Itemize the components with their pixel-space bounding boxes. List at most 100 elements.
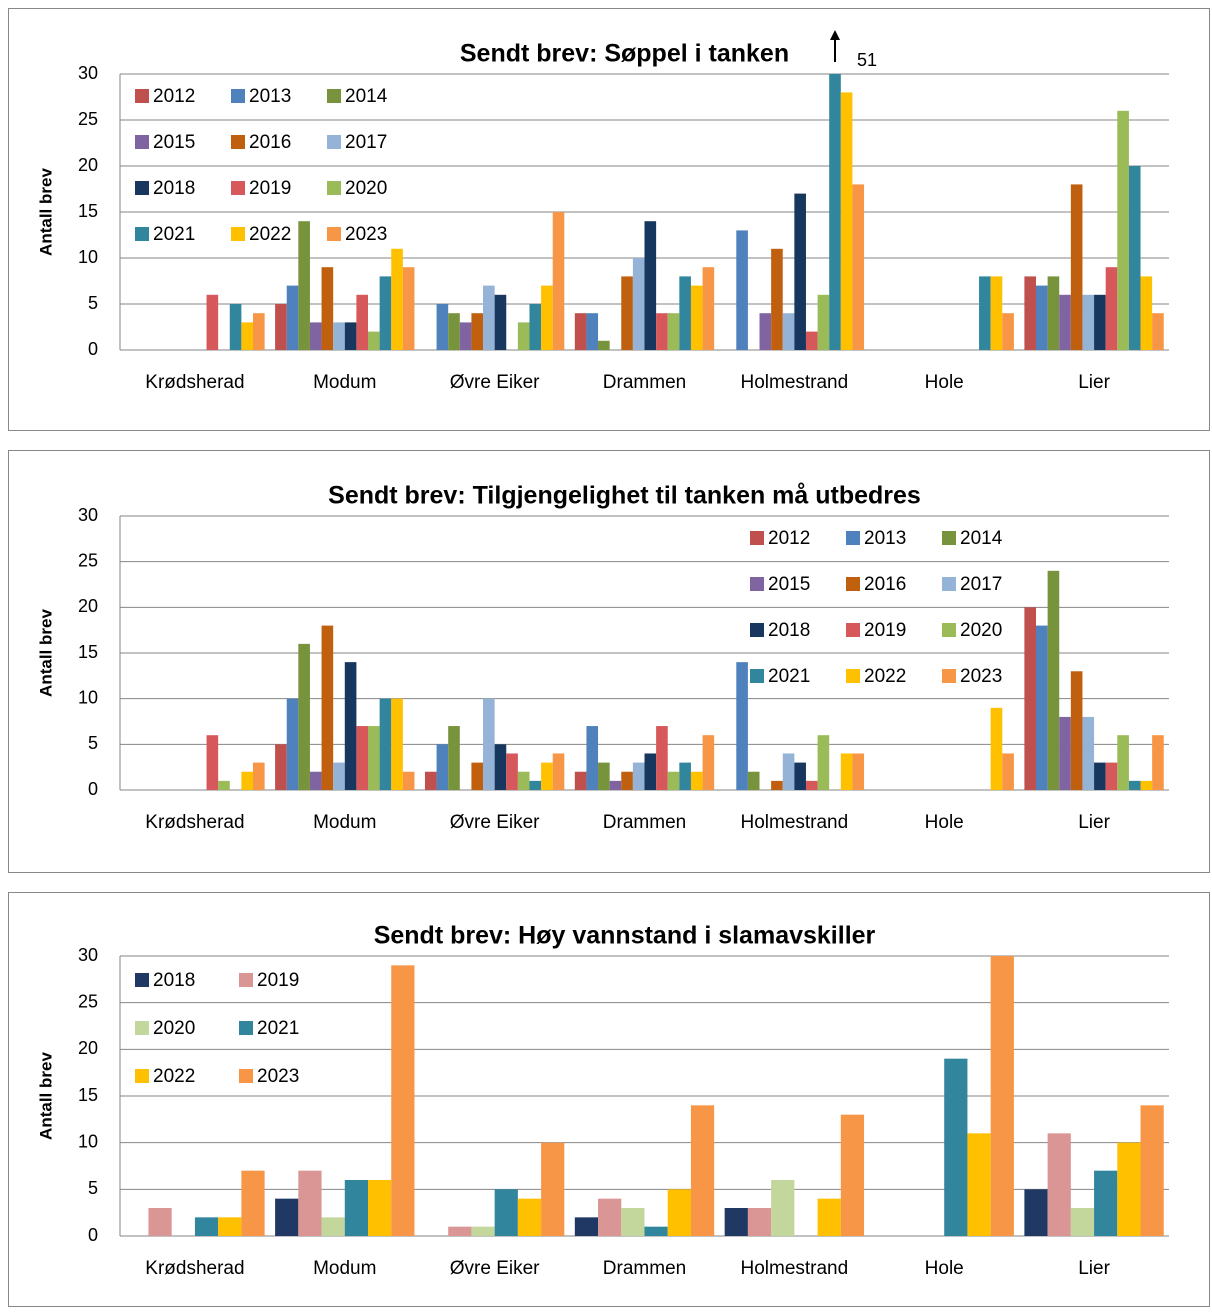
chart-panel: 0 5 10 15 20 25 30 Sendt brev: Tilgjengelighet …	[8, 450, 1210, 873]
x-tick-label: Krødsherad	[145, 1258, 244, 1279]
x-tick-label: Lier	[1078, 372, 1110, 393]
legend-label: 2020	[153, 1018, 195, 1039]
bar	[747, 771, 760, 790]
bar	[436, 744, 449, 790]
bar	[448, 313, 460, 350]
bar	[690, 1105, 715, 1236]
bar	[1002, 753, 1014, 790]
bar	[574, 771, 587, 790]
bar	[840, 1114, 865, 1236]
y-tick-label: 30	[78, 945, 98, 965]
legend-label: 2021	[257, 1018, 299, 1039]
bar	[424, 771, 437, 790]
legend-swatch	[750, 623, 764, 637]
bar	[598, 762, 610, 790]
chart-border	[8, 892, 1210, 1307]
bar	[840, 92, 853, 350]
bar	[656, 726, 668, 790]
bar	[1105, 762, 1118, 790]
bar	[598, 340, 610, 350]
bar	[690, 285, 703, 350]
legend-swatch	[327, 181, 341, 195]
bar	[690, 771, 703, 790]
legend-label: 2012	[768, 528, 810, 549]
bar	[656, 313, 668, 350]
x-tick-label: Lier	[1078, 812, 1110, 833]
bar	[1140, 1105, 1164, 1236]
bar	[621, 276, 633, 350]
legend-label: 2014	[345, 86, 388, 107]
bar	[471, 1226, 495, 1236]
bar	[494, 744, 507, 790]
bar	[852, 184, 865, 350]
x-tick-label: Modum	[313, 372, 376, 393]
bar	[1140, 276, 1153, 350]
bar	[241, 322, 253, 350]
bar	[794, 193, 806, 350]
legend-label: 2022	[153, 1066, 195, 1087]
bar	[229, 304, 242, 350]
bar	[817, 735, 830, 790]
bar	[275, 1198, 299, 1236]
bar	[529, 304, 542, 350]
bar	[333, 322, 345, 350]
legend-label: 2012	[153, 86, 195, 107]
bar	[1070, 1208, 1095, 1236]
x-tick-label: Holmestrand	[740, 812, 848, 833]
y-tick-label: 20	[78, 596, 98, 616]
legend-swatch	[135, 89, 149, 103]
x-tick-label: Holmestrand	[740, 372, 848, 393]
bar	[368, 331, 380, 350]
bar	[736, 230, 748, 350]
bar	[990, 276, 1003, 350]
legend-swatch	[846, 623, 860, 637]
y-tick-label: 20	[78, 1038, 98, 1058]
legend-label: 2021	[153, 224, 195, 245]
bar	[517, 771, 530, 790]
legend-label: 2019	[864, 620, 906, 641]
bar	[574, 1217, 599, 1236]
legend-label: 2014	[960, 528, 1003, 549]
bar	[759, 313, 772, 350]
bar	[621, 1208, 645, 1236]
bar	[459, 322, 472, 350]
bar	[1140, 780, 1153, 790]
bar	[218, 1217, 242, 1236]
bar	[309, 322, 322, 350]
legend-label: 2022	[864, 666, 906, 687]
bar	[379, 276, 392, 350]
bar	[644, 753, 657, 790]
bar	[286, 698, 299, 790]
bar	[829, 74, 841, 350]
y-tick-label: 10	[78, 1131, 98, 1151]
legend-swatch	[750, 577, 764, 591]
bar	[967, 1133, 991, 1236]
legend-label: 2013	[864, 528, 906, 549]
x-tick-label: Drammen	[603, 812, 686, 833]
bar	[1094, 762, 1106, 790]
x-tick-label: Øvre Eiker	[450, 812, 540, 833]
bar	[517, 1198, 542, 1236]
bar	[206, 294, 219, 350]
legend-swatch	[231, 135, 245, 149]
legend-label: 2017	[960, 574, 1002, 595]
y-tick-label: 15	[78, 642, 98, 662]
bar	[298, 221, 310, 350]
legend-label: 2023	[345, 224, 387, 245]
bar	[218, 780, 230, 790]
legend-label: 2016	[249, 132, 291, 153]
bar	[1002, 313, 1014, 350]
y-tick-label: 0	[88, 779, 98, 799]
y-tick-label: 15	[78, 201, 98, 221]
bar	[252, 313, 265, 350]
legend-swatch	[942, 531, 956, 545]
y-axis-label: Antall brev	[36, 168, 55, 256]
bar	[782, 313, 795, 350]
bar	[1059, 716, 1071, 790]
legend-label: 2016	[864, 574, 906, 595]
legend-label: 2018	[768, 620, 810, 641]
overflow-arrow-head	[830, 30, 841, 40]
bar	[344, 322, 357, 350]
legend-swatch	[231, 181, 245, 195]
x-tick-label: Øvre Eiker	[450, 372, 540, 393]
